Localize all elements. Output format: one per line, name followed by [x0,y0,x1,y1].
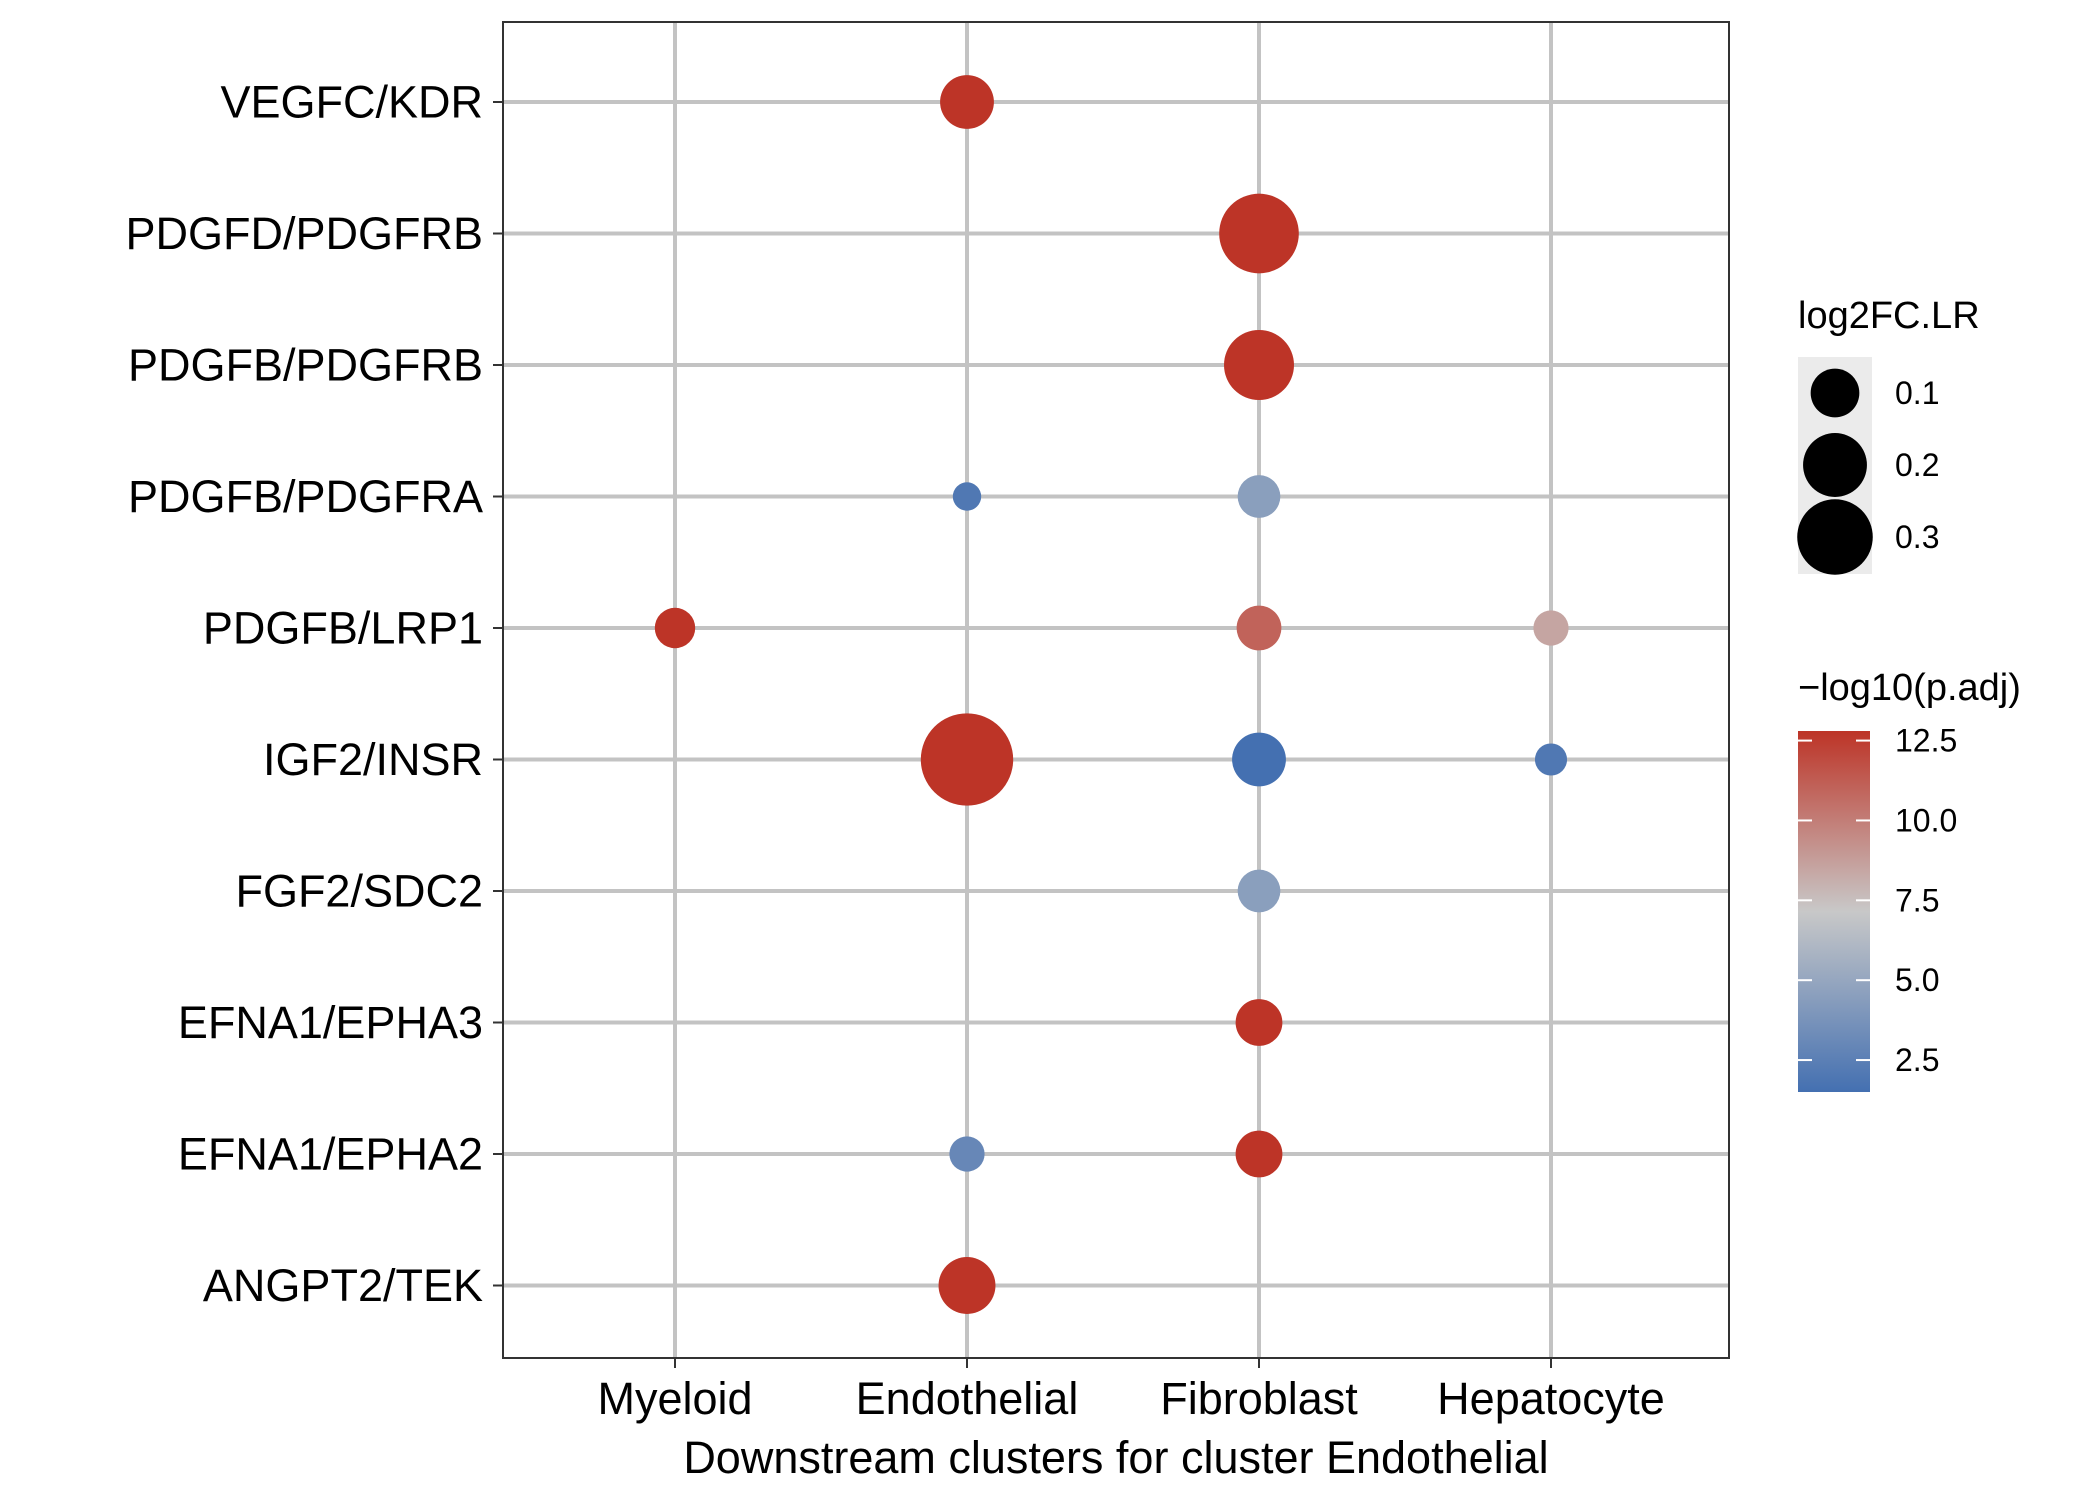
point-pdgfb-lrp1-myeloid [654,607,696,649]
size-legend-label: 0.3 [1895,519,1939,555]
color-legend-label: 7.5 [1895,882,1939,918]
y-tick-label-angpt2-tek: ANGPT2/TEK [203,1260,483,1311]
x-tick-label-endothelial: Endothelial [856,1373,1079,1424]
point-pdgfb-pdgfrb-fibroblast [1224,330,1294,400]
y-tick-labels: VEGFC/KDR PDGFD/PDGFRB PDGFB/PDGFRB PDGFB/P… [125,77,503,1311]
size-legend: log2FC.LR 0.1 0.2 0.3 [1797,295,1980,575]
color-legend-label: 10.0 [1895,802,1957,838]
color-legend-title: −log10(p.adj) [1798,667,2021,709]
plot-panel [502,21,1730,1359]
point-pdgfd-pdgfrb-fibroblast [1219,193,1299,274]
point-igf2-insr-fibroblast [1232,732,1286,787]
point-igf2-insr-endothelial [920,713,1014,806]
gridlines [503,22,1729,1358]
y-tick-label-igf2-insr: IGF2/INSR [263,734,483,785]
y-tick-label-pdgfb-pdgfra: PDGFB/PDGFRA [128,471,483,522]
x-tick-labels: Myeloid Endothelial Fibroblast Hepatocyte [597,1358,1665,1424]
y-tick-label-efna1-epha2: EFNA1/EPHA2 [178,1129,483,1180]
x-tick-label-hepatocyte: Hepatocyte [1437,1373,1665,1424]
size-legend-dot [1803,433,1867,497]
point-efna1-epha3-fibroblast [1235,999,1283,1046]
y-tick-label-pdgfb-pdgfrb: PDGFB/PDGFRB [128,340,483,391]
size-legend-label: 0.1 [1895,375,1939,411]
color-legend-label: 2.5 [1895,1042,1939,1078]
y-tick-label-efna1-epha3: EFNA1/EPHA3 [178,997,483,1048]
point-pdgfb-pdgfra-endothelial [952,482,982,511]
x-tick-label-myeloid: Myeloid [597,1373,752,1424]
point-fgf2-sdc2-fibroblast [1237,869,1281,913]
data-points [654,75,1569,1314]
x-tick-label-fibroblast: Fibroblast [1160,1373,1358,1424]
color-bar [1798,731,1870,1092]
x-axis-title: Downstream clusters for cluster Endothel… [683,1432,1548,1483]
point-pdgfb-lrp1-fibroblast [1236,605,1282,651]
size-legend-label: 0.2 [1895,447,1939,483]
y-tick-label-vegfc-kdr: VEGFC/KDR [220,77,483,128]
color-legend: −log10(p.adj) 2.5 5.0 7.5 10.0 12.5 [1798,667,2021,1092]
size-legend-dot [1797,499,1873,575]
y-tick-label-pdgfd-pdgfrb: PDGFD/PDGFRB [125,208,483,259]
y-tick-label-pdgfb-lrp1: PDGFB/LRP1 [203,603,483,654]
point-pdgfb-lrp1-hepatocyte [1533,610,1569,646]
y-tick-label-fgf2-sdc2: FGF2/SDC2 [235,866,483,917]
point-pdgfb-pdgfra-fibroblast [1237,475,1281,518]
size-legend-title: log2FC.LR [1798,295,1980,337]
color-legend-label: 12.5 [1895,723,1957,759]
point-igf2-insr-hepatocyte [1534,743,1568,776]
size-legend-dot [1810,368,1860,418]
point-efna1-epha2-endothelial [949,1136,985,1172]
point-vegfc-kdr-endothelial [940,75,994,129]
color-legend-label: 5.0 [1895,962,1939,998]
point-efna1-epha2-fibroblast [1235,1130,1283,1178]
point-angpt2-tek-endothelial [938,1257,996,1314]
